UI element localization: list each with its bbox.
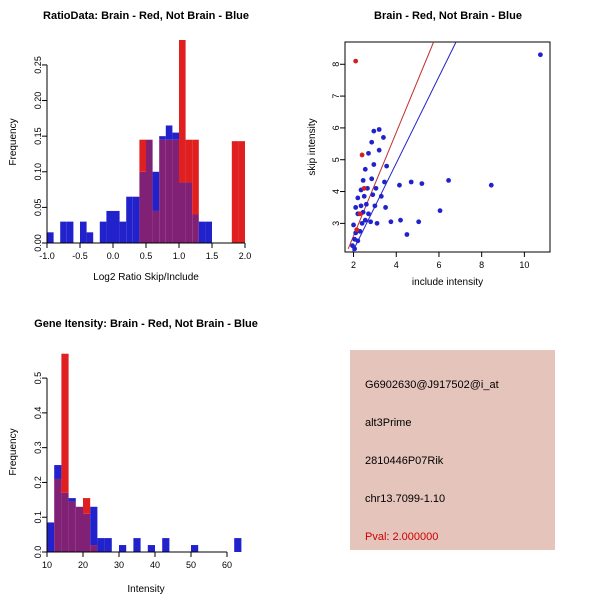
panel-gene-histogram: Gene Itensity: Brain - Red, Not Brain - … bbox=[0, 300, 300, 600]
intensity-scatter-chart: 2 4 6 8 10 3 4 5 6 7 8 bbox=[331, 41, 551, 270]
svg-text:0.2: 0.2 bbox=[33, 476, 43, 489]
svg-text:40: 40 bbox=[150, 560, 160, 570]
svg-text:0.15: 0.15 bbox=[33, 127, 43, 145]
info-box: G6902630@J917502@i_at alt3Prime 2810446P… bbox=[350, 350, 555, 550]
svg-text:4: 4 bbox=[331, 189, 341, 194]
panel-intensity-scatter: Brain - Red, Not Brain - Blue 2 4 6 8 10 3 4 5 6… bbox=[300, 0, 600, 300]
gene-histogram-title: Gene Itensity: Brain - Red, Not Brain - … bbox=[34, 318, 258, 330]
svg-text:0.25: 0.25 bbox=[33, 56, 43, 74]
svg-text:1.5: 1.5 bbox=[206, 251, 219, 261]
svg-text:0.4: 0.4 bbox=[33, 407, 43, 420]
gene-histogram-chart: 10 20 30 40 50 60 0.0 0.1 0.2 0.3 0.4 0.5 bbox=[33, 353, 242, 570]
scatter-title: Brain - Red, Not Brain - Blue bbox=[374, 10, 522, 22]
svg-text:0.10: 0.10 bbox=[33, 163, 43, 181]
svg-text:-1.0: -1.0 bbox=[39, 251, 55, 261]
svg-text:0.00: 0.00 bbox=[33, 234, 43, 252]
panel-gene-info: G6902630@J917502@i_at alt3Prime 2810446P… bbox=[300, 300, 600, 600]
svg-text:0.05: 0.05 bbox=[33, 199, 43, 217]
pval-line: Pval: 2.000000 bbox=[365, 531, 439, 543]
svg-text:-0.5: -0.5 bbox=[72, 251, 88, 261]
gene-histogram-xlabel: Intensity bbox=[127, 584, 165, 595]
svg-text:0.20: 0.20 bbox=[33, 92, 43, 110]
scatter-ylabel: skip intensity bbox=[307, 118, 318, 176]
locus-text: chr13.7099-1.10 bbox=[365, 493, 446, 505]
svg-text:1.0: 1.0 bbox=[173, 251, 186, 261]
svg-text:2: 2 bbox=[351, 260, 356, 270]
svg-text:20: 20 bbox=[78, 560, 88, 570]
svg-text:3: 3 bbox=[331, 221, 341, 226]
svg-text:4: 4 bbox=[394, 260, 399, 270]
svg-text:10: 10 bbox=[519, 260, 529, 270]
svg-text:30: 30 bbox=[114, 560, 124, 570]
panel-ratio-histogram: RatioData: Brain - Red, Not Brain - Blue… bbox=[0, 0, 300, 300]
svg-text:8: 8 bbox=[479, 260, 484, 270]
svg-text:5: 5 bbox=[331, 157, 341, 162]
svg-text:60: 60 bbox=[222, 560, 232, 570]
probe-id-text: G6902630@J917502@i_at bbox=[365, 379, 499, 391]
svg-text:0.0: 0.0 bbox=[33, 546, 43, 559]
svg-text:50: 50 bbox=[186, 560, 196, 570]
svg-text:2.0: 2.0 bbox=[239, 251, 252, 261]
svg-text:6: 6 bbox=[436, 260, 441, 270]
svg-text:0.0: 0.0 bbox=[107, 251, 120, 261]
svg-text:10: 10 bbox=[42, 560, 52, 570]
svg-text:0.5: 0.5 bbox=[140, 251, 153, 261]
svg-text:0.3: 0.3 bbox=[33, 441, 43, 454]
svg-text:6: 6 bbox=[331, 125, 341, 130]
ratio-histogram-xlabel: Log2 Ratio Skip/Include bbox=[93, 272, 199, 283]
gene-name-text: 2810446P07Rik bbox=[365, 455, 444, 467]
ratio-histogram-chart: -1.0 -0.5 0.0 0.5 1.0 1.5 2.0 0.00 0.05 0.10 0.15 0… bbox=[33, 40, 252, 261]
svg-text:8: 8 bbox=[331, 62, 341, 67]
svg-text:7: 7 bbox=[331, 94, 341, 99]
splice-type-text: alt3Prime bbox=[365, 417, 412, 429]
gene-histogram-ylabel: Frequency bbox=[8, 428, 19, 476]
svg-text:0.5: 0.5 bbox=[33, 372, 43, 385]
ratio-histogram-ylabel: Frequency bbox=[8, 118, 19, 166]
svg-text:0.1: 0.1 bbox=[33, 511, 43, 524]
ratio-histogram-title: RatioData: Brain - Red, Not Brain - Blue bbox=[43, 10, 249, 22]
scatter-xlabel: include intensity bbox=[411, 277, 484, 288]
